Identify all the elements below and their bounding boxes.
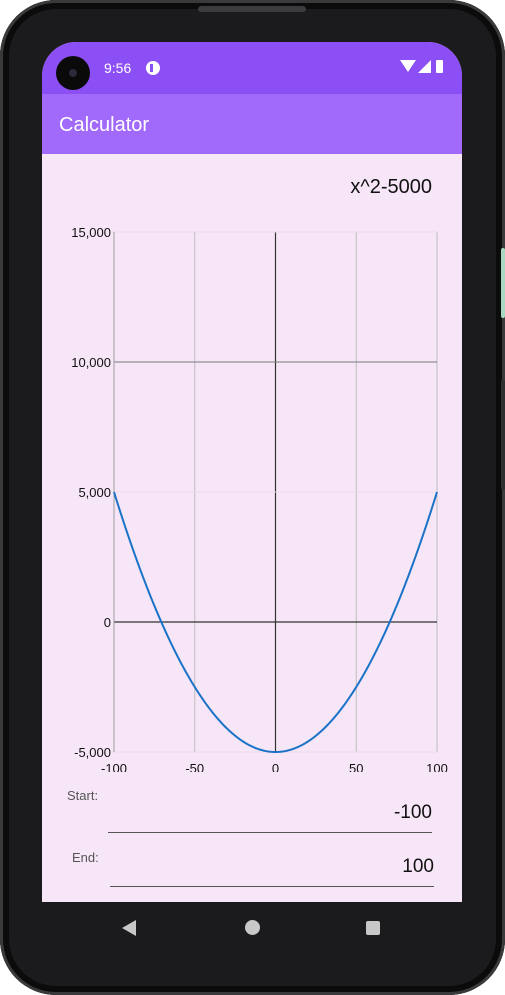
- x-tick-label: -50: [185, 761, 204, 772]
- volume-button: [501, 380, 505, 490]
- status-bar: 9:56: [42, 42, 462, 94]
- x-tick-label: 0: [272, 761, 279, 772]
- y-tick-label: 5,000: [78, 485, 111, 500]
- front-camera: [56, 56, 90, 90]
- end-row: End: 100: [42, 848, 462, 902]
- start-row: Start: -100: [42, 782, 462, 842]
- power-button: [501, 248, 505, 318]
- wifi-icon: [400, 60, 416, 72]
- start-input[interactable]: -100: [393, 802, 432, 823]
- home-icon[interactable]: [245, 920, 260, 935]
- speaker-grille: [198, 6, 306, 12]
- back-icon[interactable]: [122, 920, 136, 936]
- y-tick-label: 0: [104, 615, 111, 630]
- start-input-underline: [108, 832, 432, 833]
- screen: 9:56 Calculator x^2-5000 15,000 10,000 5,0…: [42, 42, 462, 902]
- y-tick-label: 10,000: [71, 355, 111, 370]
- x-tick-label: -100: [101, 761, 127, 772]
- battery-icon: [436, 60, 443, 73]
- start-label: Start:: [67, 788, 99, 803]
- end-label: End:: [72, 850, 99, 865]
- y-tick-label: 15,000: [71, 225, 111, 240]
- expression-display: x^2-5000: [350, 176, 432, 198]
- app-title: Calculator: [59, 114, 150, 136]
- function-plot[interactable]: 15,000 10,000 5,000 0 -5,000-100 -50 0 50 100: [42, 212, 462, 772]
- x-tick-label: 50: [349, 761, 363, 772]
- y-tick-label: -5,000: [74, 745, 111, 760]
- signal-icon: [418, 60, 431, 73]
- system-icons: [400, 60, 450, 76]
- end-input[interactable]: 100: [402, 856, 434, 877]
- status-time: 9:56: [104, 60, 132, 76]
- app-bar: Calculator: [42, 94, 462, 154]
- media-notification-icon: [146, 61, 160, 75]
- recents-icon[interactable]: [366, 921, 380, 935]
- navigation-bar: [42, 902, 462, 954]
- x-tick-label: 100: [426, 761, 448, 772]
- end-input-underline: [110, 886, 434, 887]
